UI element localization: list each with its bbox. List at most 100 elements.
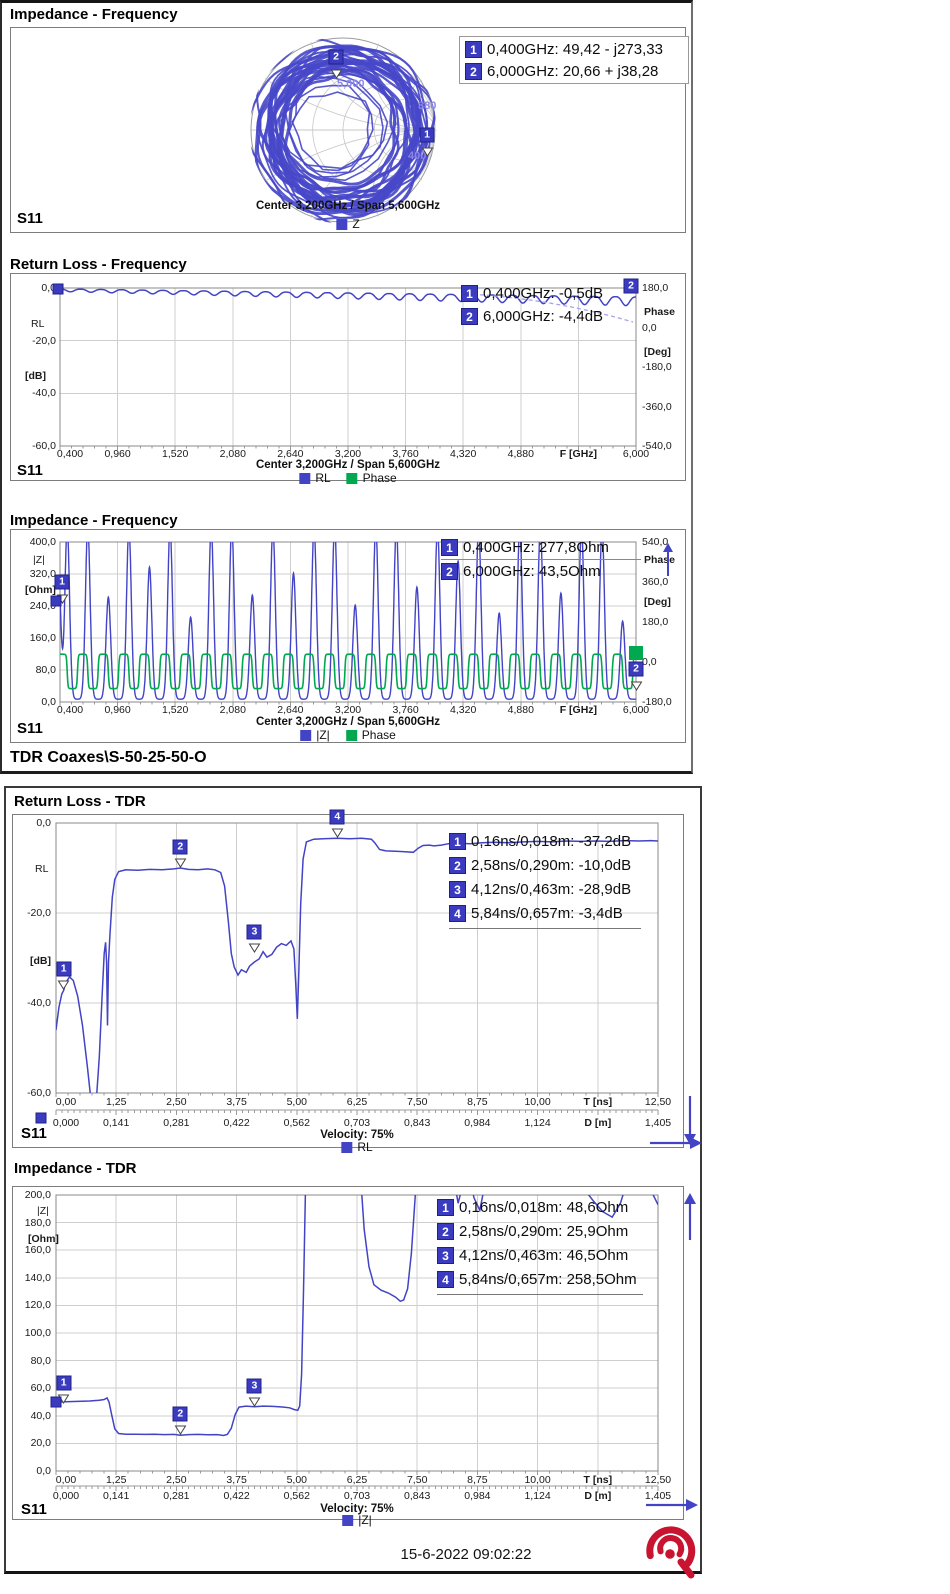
marker-triangle-icon — [421, 144, 434, 157]
x-axis-tick: 3,760 — [392, 704, 419, 716]
impedance-frequency-panel: 400,0 320,0 240,0 160,0 80,0 0,0 |Z| [Ohm] 540,0… — [10, 529, 686, 743]
y-axis-unit: [Ohm] — [28, 1233, 59, 1245]
legend-item-Phase: Phase — [345, 728, 396, 742]
x-axis-tick: 3,200 — [334, 448, 362, 460]
x-axis-tick: 4,320 — [450, 704, 477, 716]
time-axis-tick: 7,50 — [406, 1474, 428, 1486]
marker-readout-text: 5,84ns/0,657m: 258,5Ohm — [459, 1270, 637, 1288]
panel-title-impedance-frequency-smith: Impedance - Frequency — [10, 6, 178, 23]
time-axis-tick: 0,00 — [55, 1096, 77, 1108]
marker-readout-row: 2 6,000GHz: 43,5Ohm — [441, 560, 641, 583]
x-axis-tick: 1,520 — [162, 448, 189, 460]
legend-item-RL: RL — [341, 1140, 373, 1154]
marker-1-badge: 1 — [441, 539, 458, 556]
marker-readout-text: 5,84ns/0,657m: -3,4dB — [471, 904, 623, 922]
y-axis-tick: -40,0 — [32, 387, 56, 400]
s-parameter-label: S11 — [17, 210, 43, 227]
marker-triangle-icon — [331, 825, 344, 839]
time-axis-tick: 12,50 — [644, 1096, 672, 1108]
y2-axis-unit: [Deg] — [644, 346, 671, 358]
time-axis-tick: 12,50 — [644, 1474, 672, 1486]
return-loss-tdr-panel: 0,0 -20,0 -40,0 -60,0 RL [dB] 0,00 1,25 2,50 3,75… — [12, 809, 684, 1154]
s-parameter-label: S11 — [17, 462, 43, 479]
y-axis-tick: 160,0 — [29, 632, 56, 644]
distance-axis-tick: 0,984 — [464, 1490, 491, 1502]
time-axis-tick: 8,75 — [467, 1474, 488, 1486]
x-axis-tick: 0,960 — [104, 448, 131, 460]
marker-3-square: 3 — [246, 1378, 262, 1394]
time-axis-tick: T [ns] — [583, 1474, 613, 1486]
time-axis-tick: 3,75 — [226, 1474, 247, 1486]
time-axis-tick: 2,50 — [166, 1474, 187, 1486]
marker-readout-row: 4 5,84ns/0,657m: -3,4dB — [449, 901, 641, 925]
distance-axis-tick: 0,141 — [103, 1490, 130, 1502]
x-axis-tick: 4,880 — [507, 448, 534, 460]
panel-title-return-loss-frequency: Return Loss - Frequency — [10, 256, 187, 273]
distance-axis-tick: 0,843 — [404, 1117, 431, 1129]
marker-triangle-icon — [248, 940, 261, 953]
distance-axis-tick: 0,703 — [343, 1490, 371, 1502]
y-axis-name: |Z| — [33, 554, 45, 566]
y-axis-tick: -20,0 — [27, 907, 51, 919]
time-axis-tick: 10,00 — [524, 1096, 551, 1108]
legend-item-Phase: Phase — [346, 471, 397, 485]
marker-triangle-icon — [248, 1394, 261, 1407]
legend-item-|Z|: |Z| — [300, 728, 330, 742]
y2-axis-tick: 0,0 — [642, 656, 657, 668]
marker-readout-row: 4 5,84ns/0,657m: 258,5Ohm — [437, 1267, 643, 1291]
trace-start-square — [50, 1396, 62, 1408]
y2-axis-tick: -180,0 — [642, 361, 672, 373]
marker-readout-row: 1 0,16ns/0,018m: 48,6Ohm — [437, 1195, 643, 1219]
y-axis-tick: -40,0 — [27, 997, 51, 1009]
x-axis-tick: F [GHz] — [559, 704, 598, 716]
smith-chart-panel: 5,000 380 400 2 1 1 0,400GHz: 49,42 - j273,33 2… — [10, 27, 689, 233]
marker-4-square: 4 — [329, 809, 345, 825]
marker-triangle-icon — [630, 678, 643, 691]
y2-axis-tick: -180,0 — [642, 696, 672, 708]
marker-4-badge: 4 — [449, 904, 466, 922]
marker-1-square: 1 — [56, 1375, 72, 1391]
marker-readout-row: 1 0,400GHz: -0,5dB — [461, 282, 639, 305]
marker-2-square: 2 — [172, 839, 188, 855]
marker-4-badge: 4 — [437, 1270, 454, 1288]
marker-readout-box: 1 0,16ns/0,018m: 48,6Ohm 2 2,58ns/0,290m: 2… — [437, 1195, 643, 1295]
distance-axis-tick: 0,000 — [52, 1490, 80, 1502]
x-axis-tick: F [GHz] — [559, 448, 598, 460]
trace-direction-right-arrow-icon — [644, 1498, 700, 1517]
s-parameter-label: S11 — [21, 1501, 47, 1518]
x-axis-tick: 0,400 — [56, 448, 84, 460]
time-axis-tick: 1,25 — [105, 1096, 127, 1108]
time-axis-tick: 5,00 — [286, 1096, 308, 1108]
marker-triangle-icon — [57, 977, 70, 991]
tdr-measurements-group: Return Loss - TDR 0,0 -20,0 -40,0 -60,0 RL [d… — [4, 786, 702, 1574]
marker-2-square: 2 — [172, 1406, 188, 1422]
marker-2-badge: 2 — [437, 1222, 454, 1240]
y-axis-tick: 0,0 — [41, 282, 56, 294]
report-timestamp: 15-6-2022 09:02:22 — [400, 1546, 532, 1563]
y-axis-unit: [Ohm] — [25, 584, 56, 596]
z-freq-legend: |Z| Phase — [300, 728, 396, 742]
y2-axis-unit: [Deg] — [644, 596, 671, 608]
x-axis-tick: 1,520 — [162, 704, 189, 716]
time-axis-tick: 3,75 — [226, 1096, 247, 1108]
x-axis-tick: 4,320 — [450, 448, 477, 460]
x-axis-tick: 3,200 — [334, 704, 362, 716]
y2-axis-name: Phase — [644, 306, 675, 318]
y-axis-tick: 120,0 — [24, 1299, 51, 1312]
time-axis-tick: 5,00 — [286, 1474, 308, 1486]
distance-axis-tick: 0,281 — [163, 1117, 190, 1129]
y2-axis-tick: -540,0 — [642, 440, 672, 452]
impedance-tdr-panel: 200,0 180,0 160,0 140,0 120,0 100,0 80,0 60,0 40… — [12, 1186, 684, 1527]
y-axis-tick: -20,0 — [32, 334, 56, 347]
marker-readout-text: 4,12ns/0,463m: -28,9dB — [471, 880, 632, 898]
legend-label: RL — [315, 471, 331, 485]
legend-swatch-icon — [336, 218, 348, 230]
marker-readout-box: 1 0,400GHz: -0,5dB 2 6,000GHz: -4,4dB — [461, 282, 639, 328]
velocity-label: Velocity: 75% — [320, 1503, 394, 1515]
megiq-logo-icon — [640, 1516, 702, 1588]
distance-axis-tick: 0,422 — [223, 1490, 250, 1502]
marker-2-square: 2 — [623, 278, 639, 294]
marker-readout-text: 4,12ns/0,463m: 46,5Ohm — [459, 1246, 629, 1264]
time-axis-tick: T [ns] — [583, 1096, 613, 1108]
legend-swatch-icon — [346, 472, 358, 484]
